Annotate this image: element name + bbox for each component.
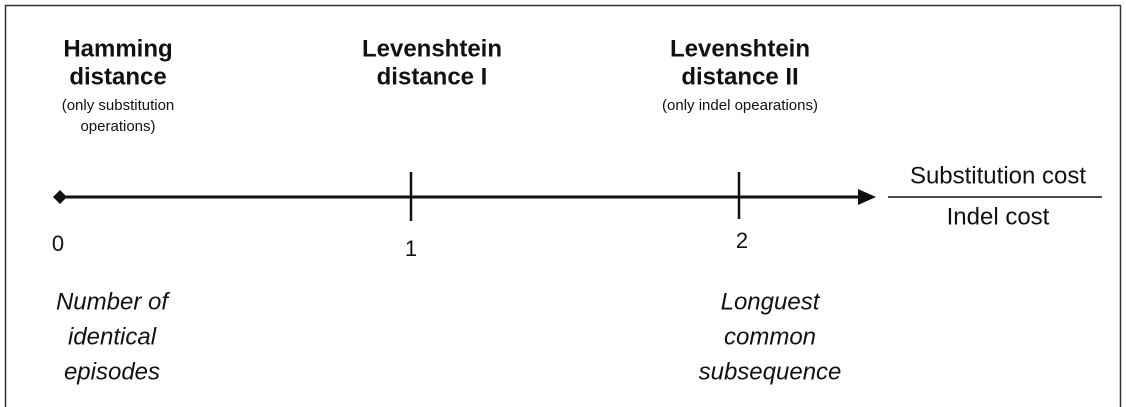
axis-denominator: Indel cost — [947, 203, 1050, 230]
point-note: episodes — [64, 358, 160, 385]
tick-label: 2 — [736, 228, 748, 253]
axis-numerator: Substitution cost — [910, 162, 1086, 189]
point-title: Levenshtein — [362, 35, 502, 62]
frame — [4, 4, 1122, 407]
point-title: distance — [69, 63, 166, 90]
point-title: Levenshtein — [670, 35, 810, 62]
point-note: Longuest — [721, 288, 821, 315]
tick-label: 0 — [52, 231, 64, 256]
point-subtitle: (only indel opearations) — [662, 97, 818, 114]
axis-arrow — [858, 189, 876, 205]
point-subtitle: operations) — [80, 118, 155, 135]
point-title: Hamming — [63, 35, 172, 62]
point-note: Number of — [56, 288, 170, 315]
point-note: identical — [68, 323, 157, 350]
point-title: distance II — [681, 63, 798, 90]
tick-label: 1 — [405, 236, 417, 261]
point-subtitle: (only substitution — [62, 97, 175, 114]
origin-marker — [53, 190, 67, 204]
point-note: common — [724, 323, 816, 350]
point-note: subsequence — [699, 358, 842, 385]
point-title: distance I — [377, 63, 488, 90]
